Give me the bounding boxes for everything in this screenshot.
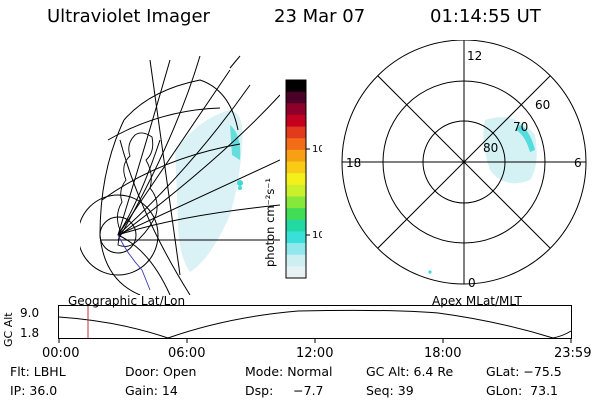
xtick-0000: 00:00 — [42, 346, 80, 361]
info-row-1: Flt: LBHL Door: Open Mode: Normal GC Alt… — [0, 364, 600, 380]
xtick-0600: 06:00 — [168, 346, 206, 361]
altitude-ylabel: GC Alt — [2, 312, 15, 347]
time-label: 01:14:55 UT — [430, 6, 541, 27]
info-row-2: IP: 36.0 Gain: 14 Dsp: −7.7 Seq: 39 GLon… — [0, 383, 600, 399]
colorbar-band — [286, 103, 306, 116]
colorbar-band — [286, 80, 306, 93]
colorbar-band — [286, 126, 306, 139]
colorbar-band — [286, 208, 306, 221]
colorbar-unit-text: photon cm⁻²s⁻¹ — [263, 178, 277, 267]
colorbar: photon cm⁻²s⁻¹ 100 10 — [263, 79, 322, 279]
xtick-2359: 23:59 — [554, 346, 592, 361]
colorbar-band — [286, 254, 306, 267]
mode-value: Mode: Normal — [245, 364, 333, 379]
glat-value: GLat: −75.5 — [486, 364, 562, 379]
apex-label: Apex MLat/MLT — [432, 294, 522, 308]
colorbar-band — [286, 91, 306, 104]
colorbar-band — [286, 231, 306, 244]
polar-label-12: 12 — [467, 49, 482, 63]
colorbar-band — [286, 138, 306, 151]
colorbar-tick-100: 100 — [312, 144, 322, 155]
polar-label-18: 18 — [346, 156, 361, 170]
geographic-label: Geographic Lat/Lon — [68, 294, 186, 308]
colorbar-tick-10: 10 — [312, 230, 322, 241]
gc-alt-value: GC Alt: 6.4 Re — [366, 364, 454, 379]
colorbar-band — [286, 173, 306, 186]
colorbar-band — [286, 266, 306, 279]
colorbar-band — [286, 196, 306, 209]
door-value: Door: Open — [125, 364, 197, 379]
colorbar-band — [286, 219, 306, 233]
gain-value: Gain: 14 — [125, 383, 178, 398]
colorbar-band — [286, 243, 306, 256]
colorbar-band — [286, 184, 306, 198]
altitude-ytick-high: 9.0 — [20, 306, 40, 320]
ip-value: IP: 36.0 — [10, 383, 58, 398]
polar-label-0: 0 — [468, 276, 476, 290]
polar-ring-70: 70 — [513, 120, 528, 134]
polar-label-6: 6 — [574, 156, 582, 170]
polar-ring-60: 60 — [535, 98, 550, 112]
colorbar-band — [286, 114, 306, 128]
geographic-map — [80, 55, 280, 295]
colorbar-band — [286, 161, 306, 174]
altitude-ytick-low: 1.8 — [20, 326, 40, 340]
glon-value: GLon: 73.1 — [486, 383, 558, 398]
filter-value: Flt: LBHL — [10, 364, 66, 379]
app-title: Ultraviolet Imager — [47, 6, 210, 27]
date-label: 23 Mar 07 — [274, 6, 366, 27]
dsp-value: Dsp: −7.7 — [245, 383, 324, 398]
seq-value: Seq: 39 — [366, 383, 414, 398]
altitude-plot — [58, 305, 572, 343]
polar-plot: 12 18 6 0 60 70 80 — [341, 40, 587, 290]
xtick-1800: 18:00 — [424, 346, 462, 361]
polar-ring-80: 80 — [483, 141, 498, 155]
xtick-1200: 12:00 — [296, 346, 334, 361]
polar-aurora — [428, 117, 537, 274]
colorbar-band — [286, 149, 306, 163]
aurora-emission — [175, 110, 243, 272]
